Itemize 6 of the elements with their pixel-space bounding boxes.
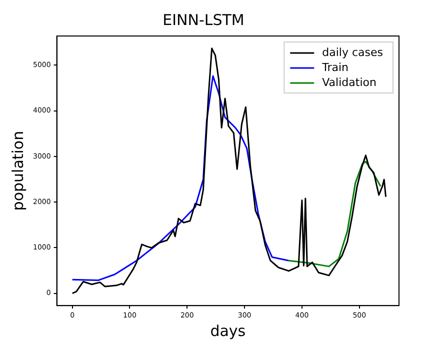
- x-axis-title: days: [210, 322, 246, 340]
- chart-title: EINN-LSTM: [162, 10, 244, 29]
- legend-label: daily cases: [322, 46, 384, 59]
- legend-label: Train: [321, 60, 349, 74]
- y-axis-title: population: [8, 130, 27, 211]
- legend-label: Validation: [322, 76, 376, 89]
